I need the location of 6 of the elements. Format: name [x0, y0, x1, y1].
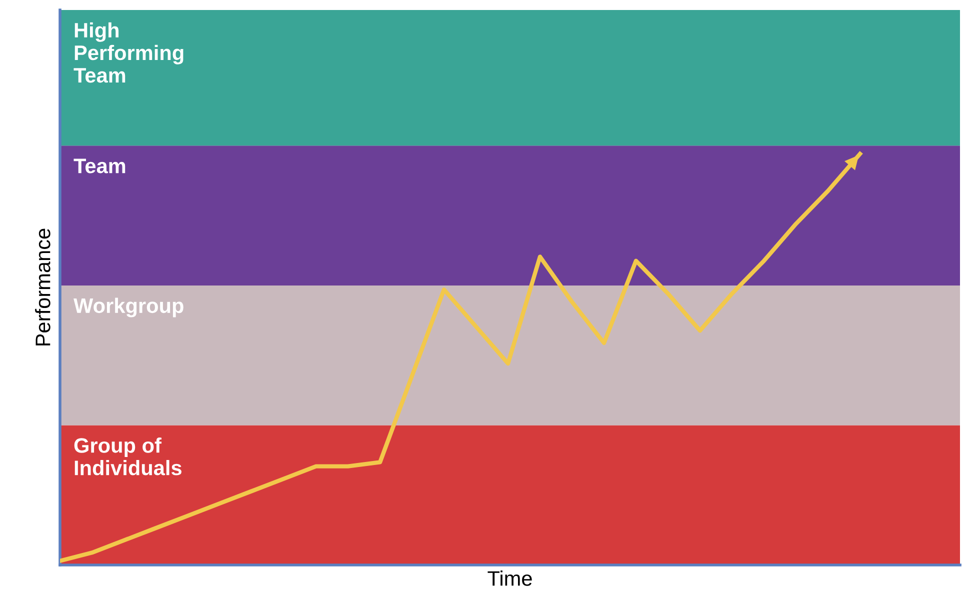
y-axis-title: Performance	[35, 228, 50, 346]
x-axis-title: Time	[488, 570, 532, 586]
band-label: High Performing Team	[74, 22, 184, 83]
band-label: Workgroup	[74, 298, 184, 318]
band-label: Team	[74, 158, 126, 174]
band-label: Group of Individuals	[74, 438, 182, 476]
